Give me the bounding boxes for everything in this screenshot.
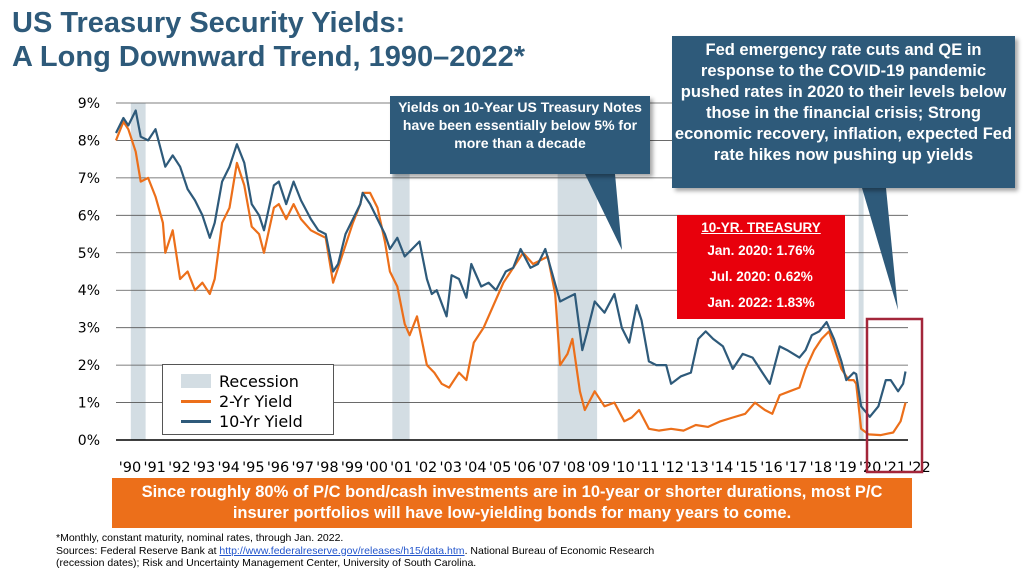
treasury-box-header: 10-YR. TREASURY [701, 220, 821, 235]
recession-swatch [181, 374, 211, 388]
x-tick-label: '98 [316, 460, 338, 476]
treasury-row-jan-2020: Jan. 2020: 1.76% [707, 243, 815, 258]
y-tick-label: 1% [78, 396, 100, 412]
x-tick-label: '19 [834, 460, 856, 476]
legend-ten-yr: 10-Yr Yield [181, 411, 303, 431]
treasury-stats-box: 10-YR. TREASURY Jan. 2020: 1.76% Jul. 20… [677, 215, 845, 319]
sources-suffix: . National Bureau of Economic Research [464, 544, 655, 557]
x-tick-label: '12 [662, 460, 684, 476]
legend-two-yr-label: 2-Yr Yield [219, 391, 293, 411]
legend-two-yr: 2-Yr Yield [181, 391, 293, 411]
footnote: *Monthly, constant maturity, nominal rat… [56, 532, 344, 544]
x-tick-label: '02 [415, 460, 437, 476]
x-tick-label: '15 [736, 460, 758, 476]
title-line-1: US Treasury Security Yields: [12, 7, 406, 39]
callout-covid-fed: Fed emergency rate cuts and QE in respon… [672, 36, 1015, 188]
series-line-two-yr [114, 120, 907, 437]
chart-title: US Treasury Security Yields: A Long Down… [12, 6, 525, 74]
x-tick-label: '01 [390, 460, 412, 476]
x-tick-label: '03 [440, 460, 462, 476]
x-tick-label: '96 [267, 460, 289, 476]
treasury-row-jul-2020: Jul. 2020: 0.62% [709, 269, 813, 284]
x-tick-label: '11 [637, 460, 659, 476]
callout-left-pointer [585, 174, 622, 250]
recession-band-0 [130, 103, 146, 440]
callout-right-pointer [862, 188, 898, 310]
y-tick-label: 7% [78, 171, 100, 187]
x-tick-label: '05 [489, 460, 511, 476]
x-tick-label: '08 [563, 460, 585, 476]
x-tick-label: '20 [859, 460, 881, 476]
recession-band-1 [392, 103, 410, 440]
y-tick-label: 6% [78, 208, 100, 224]
recession-band-3 [858, 103, 864, 440]
x-tick-label: '09 [588, 460, 610, 476]
x-tick-label: '13 [686, 460, 708, 476]
x-tick-label: '06 [514, 460, 536, 476]
x-tick-label: '04 [464, 460, 486, 476]
x-tick-label: '93 [193, 460, 215, 476]
x-tick-label: '10 [612, 460, 634, 476]
ten-yr-swatch [181, 419, 211, 423]
x-tick-label: '94 [217, 460, 239, 476]
title-line-2: A Long Downward Trend, 1990–2022* [12, 41, 526, 73]
footnotes: *Monthly, constant maturity, nominal rat… [56, 532, 654, 570]
x-tick-label: '21 [884, 460, 906, 476]
x-tick-label: '97 [291, 460, 313, 476]
x-tick-label: '18 [810, 460, 832, 476]
highlight-box-2020-2022 [865, 317, 924, 474]
sources-line-2: (recession dates); Risk and Uncertainty … [56, 557, 477, 569]
sources-line-1: Sources: Federal Reserve Bank at http://… [56, 545, 654, 558]
x-tick-label: '92 [168, 460, 190, 476]
y-tick-label: 0% [78, 433, 100, 449]
x-tick-label: '07 [538, 460, 560, 476]
sources-link[interactable]: http://www.federalreserve.gov/releases/h… [219, 544, 465, 557]
series-line-ten-yr [115, 109, 907, 418]
treasury-row-jan-2022: Jan. 2022: 1.83% [707, 295, 815, 310]
x-tick-label: '16 [760, 460, 782, 476]
legend-recession-label: Recession [219, 371, 299, 391]
summary-banner: Since roughly 80% of P/C bond/cash inves… [112, 478, 912, 528]
x-tick-label: '14 [711, 460, 733, 476]
y-tick-label: 3% [78, 321, 100, 337]
two-yr-swatch [181, 399, 211, 403]
sources-prefix: Sources: Federal Reserve Bank at [56, 544, 220, 557]
x-tick-label: '17 [785, 460, 807, 476]
yield-chart: 0%1%2%3%4%5%6%7%8%9%'90'91'92'93'94'95'9… [78, 96, 931, 476]
callout-ten-year-below-five: Yields on 10-Year US Treasury Notes have… [390, 96, 650, 174]
legend-ten-yr-label: 10-Yr Yield [219, 411, 303, 431]
y-tick-label: 8% [78, 133, 100, 149]
x-tick-label: '22 [908, 460, 930, 476]
y-tick-label: 2% [78, 358, 100, 374]
legend: Recession 2-Yr Yield 10-Yr Yield [162, 364, 334, 435]
x-tick-label: '95 [242, 460, 264, 476]
legend-recession: Recession [181, 371, 299, 391]
x-tick-label: '99 [341, 460, 363, 476]
y-tick-label: 9% [78, 96, 100, 112]
x-tick-label: '90 [119, 460, 141, 476]
x-tick-label: '00 [366, 460, 388, 476]
x-tick-label: '91 [143, 460, 165, 476]
y-tick-label: 4% [78, 283, 100, 299]
y-tick-label: 5% [78, 246, 100, 262]
